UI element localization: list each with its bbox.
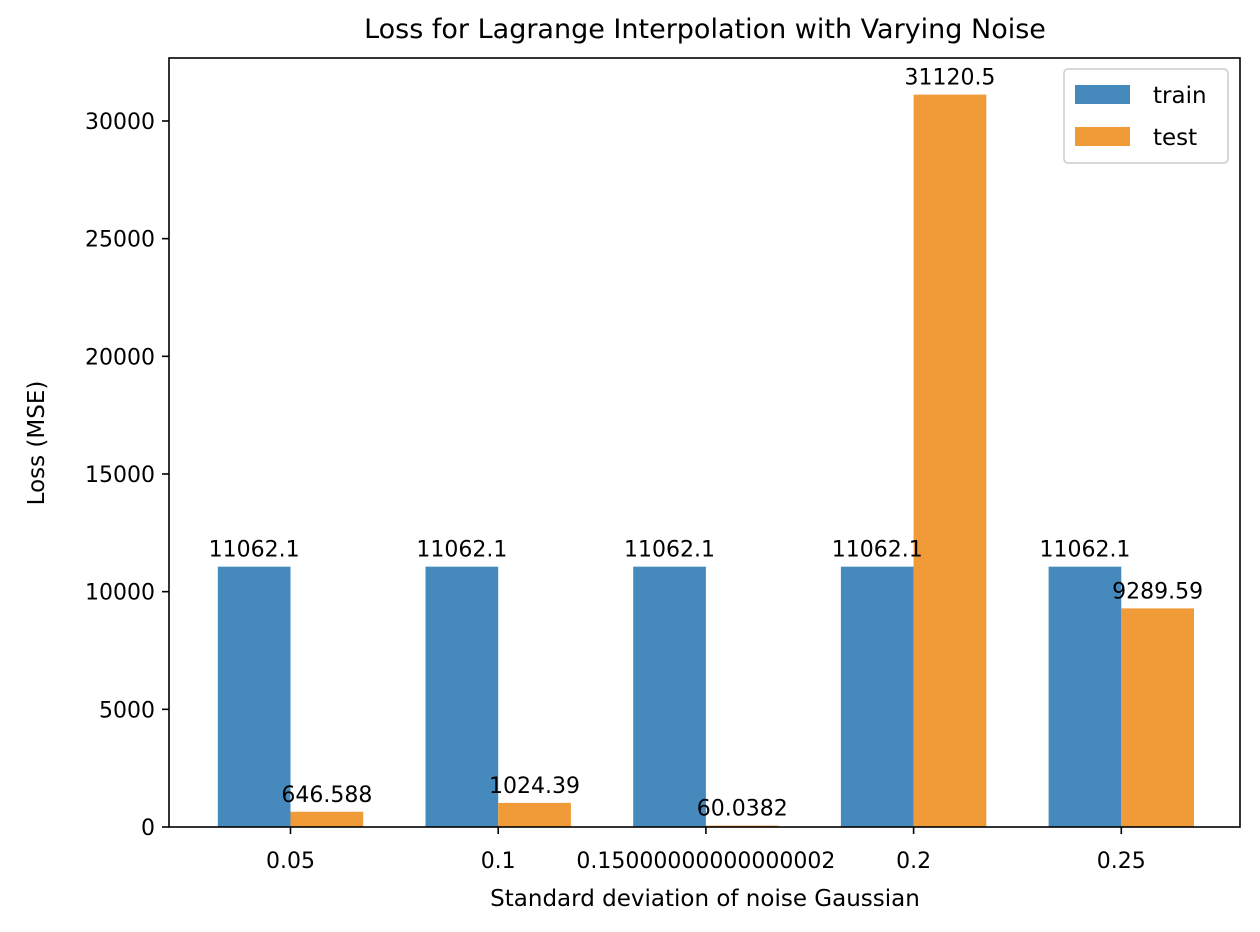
data-label-train-4: 11062.1 (1039, 538, 1130, 563)
legend-label-train: train (1153, 83, 1207, 109)
x-tick-label-4: 0.25 (1097, 849, 1146, 874)
data-label-test-1: 1024.39 (489, 774, 580, 799)
data-label-test-4: 9289.59 (1112, 579, 1203, 604)
legend: train test (1063, 68, 1229, 164)
bar-test-4 (1121, 608, 1194, 827)
y-tick-label-1: 5000 (99, 698, 155, 723)
bar-train-0 (217, 566, 291, 827)
bar-train-1 (425, 566, 499, 827)
chart-title: Loss for Lagrange Interpolation with Var… (364, 14, 1046, 45)
y-tick-label-5: 25000 (85, 228, 155, 253)
data-label-test-0: 646.588 (281, 783, 372, 808)
x-tick-label-0: 0.05 (266, 849, 315, 874)
x-axis-label: Standard deviation of noise Gaussian (490, 886, 920, 912)
y-tick-label-6: 30000 (85, 110, 155, 135)
y-tick-label-4: 20000 (85, 345, 155, 370)
data-label-test-3: 31120.5 (904, 66, 995, 91)
y-tick-label-0: 0 (141, 816, 155, 841)
y-tick-label-3: 15000 (85, 463, 155, 488)
x-tick-label-1: 0.1 (481, 849, 516, 874)
y-axis: 0 5000 10000 15000 20000 25000 30000 (85, 110, 169, 841)
bar-test-3 (913, 94, 987, 828)
bar-train-4 (1048, 566, 1122, 827)
legend-swatch-train (1075, 85, 1130, 104)
bar-test-0 (290, 811, 364, 827)
x-axis: 0.05 0.1 0.15000000000000002 0.2 0.25 (266, 827, 1146, 874)
plot-area: 11062.1 11062.1 11062.1 11062.1 11062.1 646.5… (168, 57, 1241, 828)
data-label-train-2: 11062.1 (624, 538, 715, 563)
bar-test-1 (498, 802, 571, 827)
bar-train-2 (633, 566, 706, 827)
x-tick-label-3: 0.2 (896, 849, 931, 874)
data-label-train-0: 11062.1 (209, 538, 300, 563)
data-label-test-2: 60.0382 (697, 797, 788, 822)
bar-train-3 (840, 566, 914, 827)
x-tick-label-2: 0.15000000000000002 (576, 849, 835, 874)
y-axis-label: Loss (MSE) (24, 381, 50, 506)
legend-label-test: test (1153, 125, 1197, 151)
data-label-train-3: 11062.1 (832, 538, 923, 563)
bar-labels: 11062.1 11062.1 11062.1 11062.1 11062.1 646.5… (209, 66, 1203, 822)
legend-swatch-test (1075, 127, 1130, 146)
plot-border (168, 57, 1241, 828)
data-label-train-1: 11062.1 (416, 538, 507, 563)
y-tick-label-2: 10000 (85, 581, 155, 606)
